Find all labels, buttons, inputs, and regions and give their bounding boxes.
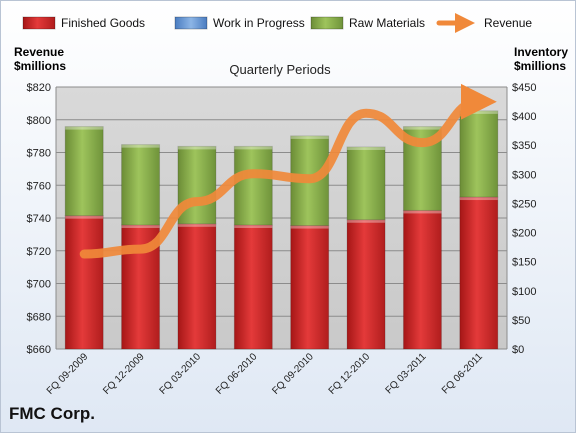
- left-tick-label: $800: [27, 115, 51, 127]
- left-tick-label: $680: [27, 311, 51, 323]
- left-tick-label: $720: [27, 246, 51, 258]
- x-tick-label: FQ 03-2011: [384, 351, 429, 396]
- raw-materials-bar: [233, 145, 273, 226]
- revenue-line: [79, 83, 497, 259]
- finished-goods-bar-highlight: [459, 197, 498, 201]
- revenue-point: [309, 178, 311, 180]
- finished-goods-bar-highlight: [234, 224, 273, 228]
- finished-goods-bar-highlight: [403, 210, 442, 214]
- legend-swatch-raw-materials: [310, 16, 344, 30]
- finished-goods-bar-highlight: [347, 219, 386, 223]
- finished-goods-bar: [402, 209, 442, 350]
- right-axis-title-line1: Inventory: [514, 45, 569, 59]
- revenue-point: [252, 173, 254, 175]
- left-axis-title-line2: $millions: [14, 59, 67, 73]
- raw-materials-bar: [177, 145, 217, 225]
- legend-label: Finished Goods: [61, 16, 145, 30]
- x-tick-label: FQ 12-2010: [327, 351, 373, 397]
- raw-materials-bar-highlight: [121, 144, 160, 148]
- right-tick-label: $250: [512, 198, 536, 210]
- revenue-point: [140, 248, 142, 250]
- right-tick-label: $300: [512, 169, 536, 181]
- finished-goods-bar-highlight: [177, 223, 216, 227]
- finished-goods-bar-highlight: [121, 224, 160, 228]
- revenue-point: [83, 253, 85, 255]
- x-tick-label: FQ 09-2010: [270, 351, 316, 397]
- right-axis-title: Inventory $millions: [514, 45, 568, 73]
- company-name: FMC Corp.: [9, 404, 95, 423]
- finished-goods-bar: [346, 219, 386, 350]
- raw-materials-bar-highlight: [347, 146, 386, 150]
- finished-goods-bar: [233, 224, 273, 350]
- left-tick-label: $740: [27, 213, 51, 225]
- raw-materials-bar-highlight: [234, 146, 273, 150]
- revenue-point: [421, 142, 423, 144]
- right-tick-label: $200: [512, 228, 536, 240]
- left-tick-label: $760: [27, 180, 51, 192]
- raw-materials-bar-highlight: [65, 126, 104, 130]
- revenue-point: [478, 101, 480, 103]
- left-tick-label: $660: [27, 344, 51, 356]
- finished-goods-bar: [459, 196, 499, 350]
- finished-goods-bar: [290, 225, 330, 350]
- finished-goods-bar: [64, 215, 104, 350]
- x-tick-label: FQ 06-2011: [440, 351, 485, 396]
- x-tick-label: FQ 12-2009: [101, 351, 147, 397]
- raw-materials-bar-highlight: [459, 110, 498, 114]
- right-tick-label: $0: [512, 344, 524, 356]
- right-tick-label: $400: [512, 111, 536, 123]
- revenue-point: [196, 201, 198, 203]
- legend-label: Revenue: [484, 16, 532, 30]
- legend-swatch-finished-goods: [22, 16, 56, 30]
- raw-materials-bar-highlight: [403, 126, 442, 130]
- finished-goods-bar-highlight: [65, 215, 104, 219]
- finished-goods-bar-highlight: [290, 225, 329, 229]
- right-tick-label: $100: [512, 286, 536, 298]
- x-tick-label: FQ 03-2010: [158, 351, 204, 397]
- legend-label: Work in Progress: [213, 16, 305, 30]
- x-tick-label: FQ 06-2010: [214, 351, 260, 397]
- left-tick-label: $700: [27, 279, 51, 291]
- finished-goods-bar: [177, 223, 217, 350]
- raw-materials-bar: [121, 144, 161, 226]
- right-tick-label: $450: [512, 82, 536, 94]
- x-tick-label: FQ 09-2009: [45, 351, 91, 397]
- legend-label: Raw Materials: [349, 16, 425, 30]
- left-tick-label: $820: [27, 82, 51, 94]
- revenue-point: [365, 112, 367, 114]
- left-tick-label: $780: [27, 148, 51, 160]
- raw-materials-bar: [346, 146, 386, 221]
- legend-swatch-work-in-progress: [174, 16, 208, 30]
- raw-materials-bar: [64, 126, 104, 217]
- left-axis-title: Revenue $millions: [14, 45, 66, 73]
- right-tick-label: $50: [512, 315, 530, 327]
- left-axis-title-line1: Revenue: [14, 45, 65, 59]
- right-tick-label: $350: [512, 140, 536, 152]
- chart-title: Quarterly Periods: [229, 62, 331, 77]
- raw-materials-bar: [459, 110, 499, 198]
- right-axis-title-line2: $millions: [514, 59, 567, 73]
- raw-materials-bar-highlight: [290, 135, 329, 139]
- right-tick-label: $150: [512, 257, 536, 269]
- raw-materials-bar-highlight: [177, 146, 216, 150]
